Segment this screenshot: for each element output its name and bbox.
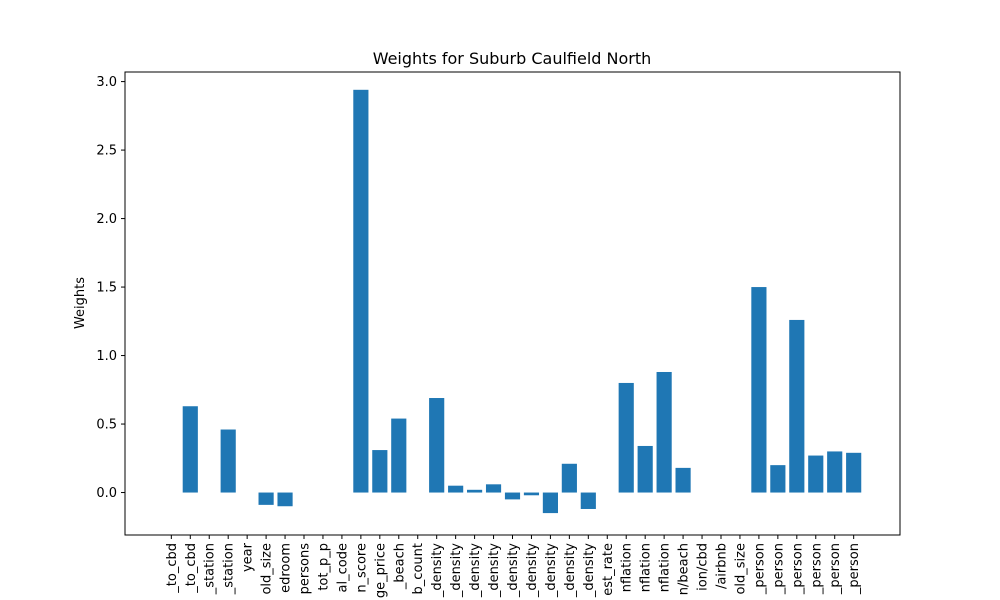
bar-10 <box>353 89 369 493</box>
y-tick-label-1: 0.5 <box>96 418 117 433</box>
y-tick-label-4: 2.0 <box>96 212 117 227</box>
y-axis-ticks: 0.0 0.5 1.0 1.5 2.0 2.5 3.0 <box>96 75 125 501</box>
x-tick-label-1: _to_cbd <box>184 543 199 594</box>
x-tick-label-22: _density <box>582 543 597 598</box>
bar-19 <box>523 492 540 496</box>
bar-36 <box>846 452 862 493</box>
x-tick-label-17: _density <box>487 543 502 598</box>
bar-26 <box>656 371 672 493</box>
bar-24 <box>618 382 634 493</box>
bar-18 <box>504 492 521 500</box>
bar-31 <box>751 287 767 493</box>
bar-1 <box>182 406 198 493</box>
y-tick-label-3: 1.5 <box>96 281 117 296</box>
x-tick-label-21: _density <box>563 543 578 598</box>
x-tick-label-18: _density <box>506 543 521 598</box>
x-tick-label-35: _person <box>828 543 843 595</box>
bars-group <box>182 89 862 514</box>
bar-15 <box>448 485 464 493</box>
x-tick-label-34: _person <box>809 543 824 595</box>
y-tick-label-0: 0.0 <box>96 486 117 501</box>
x-tick-label-30: old_size <box>733 543 748 595</box>
x-tick-label-33: _person <box>790 543 805 595</box>
y-tick-label-2: 1.0 <box>96 349 117 364</box>
x-tick-label-32: _person <box>771 543 786 595</box>
bar-22 <box>580 492 596 509</box>
bar-16 <box>467 489 483 493</box>
x-tick-label-25: nflation <box>639 543 654 592</box>
chart-title: Weights for Suburb Caulfield North <box>373 49 652 68</box>
x-tick-label-15: _density <box>449 543 464 598</box>
y-tick-label-6: 3.0 <box>96 75 117 90</box>
bar-21 <box>561 463 577 493</box>
x-tick-label-13: b_count <box>411 543 426 594</box>
x-tick-label-14: _density <box>430 543 445 598</box>
x-tick-label-27: n/beach <box>677 543 692 595</box>
x-axis-ticks: _to_cbd _to_cbd _station _station year old_si… <box>165 535 862 598</box>
bar-11 <box>372 450 388 493</box>
bar-5 <box>258 492 274 505</box>
bar-33 <box>789 319 805 493</box>
bar-32 <box>770 465 786 493</box>
bar-6 <box>277 492 293 507</box>
x-tick-label-16: _density <box>468 543 483 598</box>
x-tick-label-0: _to_cbd <box>165 543 180 594</box>
x-tick-label-19: _density <box>525 543 540 598</box>
bar-35 <box>827 451 843 493</box>
x-tick-label-26: nflation <box>658 543 673 592</box>
bar-34 <box>808 455 824 493</box>
x-tick-label-11: ge_price <box>373 543 388 598</box>
bar-3 <box>220 429 236 493</box>
x-tick-label-12: _beach <box>392 543 407 590</box>
bar-27 <box>675 467 691 493</box>
x-tick-label-7: persons <box>298 543 313 595</box>
plot-frame <box>124 71 901 536</box>
y-tick-label-5: 2.5 <box>96 144 117 159</box>
x-tick-label-29: /airbnb <box>714 543 729 589</box>
bar-14 <box>429 398 445 493</box>
bar-17 <box>485 484 502 493</box>
x-tick-label-2: _station <box>203 543 218 595</box>
x-tick-label-9: al_code <box>335 543 350 592</box>
x-tick-label-23: est_rate <box>601 543 616 596</box>
x-tick-label-28: ion/cbd <box>696 543 711 591</box>
x-tick-label-4: year <box>241 542 256 572</box>
bar-25 <box>637 445 653 493</box>
x-tick-label-36: _person <box>847 543 862 595</box>
x-tick-label-24: nflation <box>620 543 635 592</box>
x-tick-label-5: old_size <box>260 543 275 595</box>
x-tick-label-10: n_score <box>354 543 369 593</box>
bar-20 <box>542 492 558 514</box>
x-tick-label-8: tot_p_p <box>316 543 331 591</box>
x-tick-label-31: _person <box>752 543 767 595</box>
x-tick-label-20: _density <box>544 543 559 598</box>
bar-12 <box>391 418 407 493</box>
y-axis-label: Weights <box>73 277 88 329</box>
x-tick-label-6: edroom <box>279 543 294 593</box>
x-tick-label-3: _station <box>222 543 237 595</box>
